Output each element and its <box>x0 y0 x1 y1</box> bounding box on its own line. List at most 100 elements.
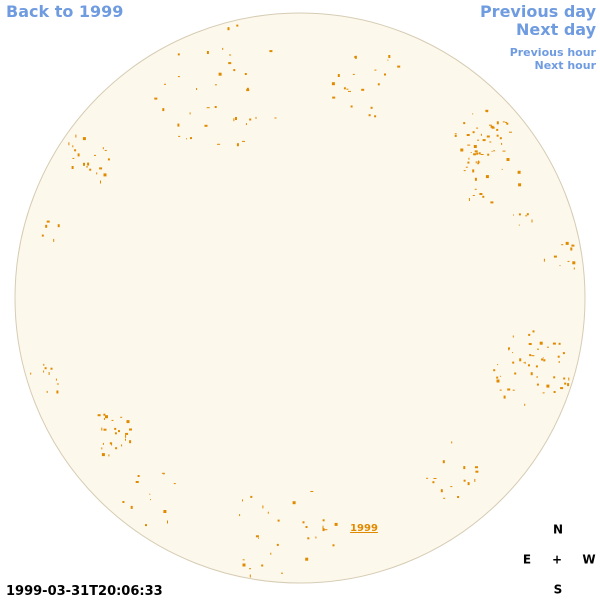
feature <box>524 361 526 364</box>
feature <box>490 201 494 204</box>
feature <box>137 475 140 477</box>
feature <box>255 116 257 119</box>
compass-center: + <box>552 553 562 567</box>
feature <box>370 106 373 109</box>
feature <box>558 342 561 345</box>
feature <box>56 383 59 385</box>
feature <box>242 499 243 502</box>
feature <box>352 73 355 75</box>
feature <box>244 73 247 75</box>
feature <box>126 420 130 424</box>
feature <box>101 453 105 457</box>
feature <box>163 473 165 475</box>
next-hour-link[interactable]: Next hour <box>535 59 597 72</box>
feature <box>101 447 103 450</box>
feature <box>536 383 539 386</box>
feature <box>118 430 120 433</box>
feature <box>489 124 492 126</box>
feature <box>528 364 530 367</box>
feature <box>470 152 472 153</box>
feature <box>222 47 224 50</box>
feature <box>218 72 222 76</box>
feature <box>496 376 499 379</box>
feature <box>489 141 492 143</box>
feature <box>94 154 96 156</box>
feature <box>233 69 236 72</box>
feature <box>242 559 245 561</box>
feature <box>337 74 340 77</box>
feature <box>482 195 485 198</box>
feature <box>115 447 118 450</box>
feature <box>482 139 486 142</box>
feature <box>526 213 529 216</box>
feature <box>467 482 470 486</box>
feature <box>474 177 477 181</box>
feature <box>475 470 479 473</box>
feature <box>560 387 564 390</box>
feature <box>491 150 493 152</box>
feature <box>387 59 389 61</box>
feature <box>518 224 520 226</box>
feature <box>525 215 528 217</box>
feature <box>111 419 114 421</box>
feature <box>129 428 132 431</box>
feature <box>145 524 147 527</box>
feature <box>451 441 453 444</box>
feature <box>104 150 107 151</box>
feature <box>43 363 45 366</box>
feature <box>563 377 566 380</box>
feature <box>292 501 296 505</box>
feature <box>572 261 576 265</box>
feature <box>305 526 308 528</box>
feature <box>499 137 502 140</box>
feature <box>506 158 510 161</box>
feature <box>348 90 351 92</box>
feature <box>161 472 165 474</box>
feature <box>474 188 477 190</box>
feature <box>460 148 464 152</box>
feature <box>250 495 253 498</box>
feature <box>505 121 507 123</box>
feature <box>43 370 45 373</box>
feature <box>100 180 101 184</box>
feature <box>125 438 126 441</box>
back-link[interactable]: Back to 1999 <box>6 2 123 21</box>
feature <box>189 112 191 115</box>
feature <box>163 510 167 513</box>
feature <box>214 84 217 86</box>
feature <box>277 519 280 522</box>
feature <box>463 170 466 172</box>
previous-hour-link[interactable]: Previous hour <box>510 46 597 59</box>
feature <box>536 376 538 378</box>
feature <box>546 384 550 388</box>
feature <box>315 536 317 539</box>
feature <box>255 535 259 538</box>
next-day-link[interactable]: Next day <box>516 20 597 39</box>
previous-day-link[interactable]: Previous day <box>480 2 597 21</box>
year-link[interactable]: 1999 <box>350 523 378 534</box>
feature <box>322 525 324 529</box>
feature <box>322 519 325 522</box>
feature <box>491 126 495 129</box>
feature <box>518 213 521 216</box>
feature <box>571 244 575 247</box>
feature <box>103 418 105 420</box>
feature <box>468 198 470 201</box>
feature <box>196 88 198 90</box>
feature <box>261 564 264 567</box>
feature <box>502 150 506 152</box>
feature <box>502 121 505 123</box>
feature <box>77 153 80 157</box>
feature <box>177 53 180 56</box>
feature <box>233 118 235 122</box>
feature <box>97 414 101 417</box>
feature <box>512 389 515 391</box>
feature <box>493 150 496 152</box>
feature <box>177 123 180 127</box>
feature <box>122 501 125 503</box>
feature <box>270 552 272 555</box>
feature <box>506 122 509 125</box>
feature <box>523 362 525 364</box>
feature <box>53 238 55 242</box>
